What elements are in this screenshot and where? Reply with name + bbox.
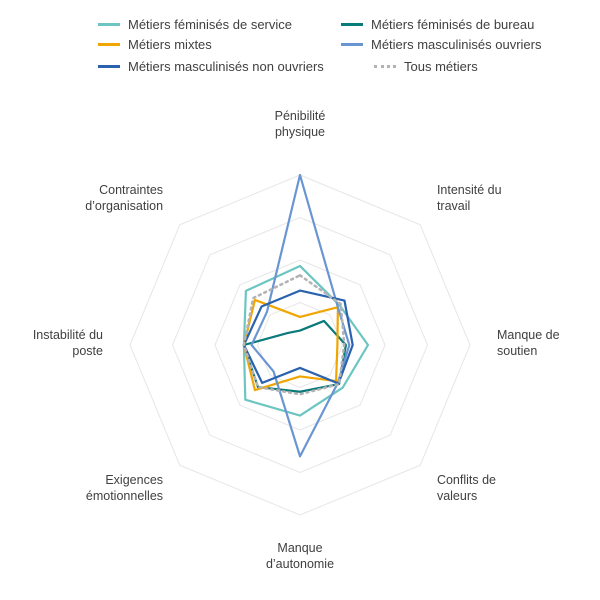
series-line-3 [242, 298, 339, 392]
legend-label: Métiers masculinisés non ouvriers [128, 58, 324, 74]
axis-label-1: Pénibilité physique [275, 109, 326, 139]
axis-labels: Pénibilité physique Intensité du travail Man… [33, 109, 560, 571]
legend-label: Métiers féminisés de bureau [371, 16, 535, 32]
axis-label-3: Manque de soutien [497, 328, 560, 358]
legend-swatch [98, 22, 120, 26]
grid-ring-1 [256, 301, 344, 389]
legend-swatch [374, 64, 396, 68]
series-line-1 [242, 264, 370, 417]
legend-label: Métiers masculinisés ouvriers [371, 36, 542, 52]
axis-label-7: Instabilité du poste [33, 328, 103, 358]
grid-ring-2 [214, 259, 386, 431]
radar-grid [129, 174, 471, 516]
radar-series [242, 173, 370, 458]
legend-swatch [341, 22, 363, 26]
axis-label-8: Contraintes d’organisation [85, 183, 163, 213]
grid-ring-3 [171, 216, 429, 474]
legend-label: Métiers féminisés de service [128, 16, 292, 32]
legend-swatch [341, 42, 363, 46]
legend-swatch [98, 42, 120, 46]
legend-item: Métiers féminisés de bureau [341, 14, 534, 34]
series-line-6 [242, 274, 346, 396]
axis-label-5: Manque d’autonomie [266, 541, 334, 571]
legend-item: Métiers mixtes [98, 34, 212, 54]
legend-item: Métiers féminisés de service [98, 14, 292, 34]
axis-label-2: Intensité du travail [437, 183, 502, 213]
grid-ring-4 [129, 174, 471, 516]
series-line-2 [242, 319, 347, 393]
legend-item: Tous métiers [374, 56, 478, 76]
legend-label: Tous métiers [404, 58, 478, 74]
legend-label: Métiers mixtes [128, 36, 212, 52]
chart-legend: Métiers féminisés de service Métiers fémi… [0, 0, 600, 100]
axis-label-6: Exigences émotionnelles [86, 473, 163, 503]
axis-label-4: Conflits de valeurs [437, 473, 496, 503]
legend-item: Métiers masculinisés ouvriers [341, 34, 542, 54]
legend-item: Métiers masculinisés non ouvriers [98, 56, 324, 76]
legend-swatch [98, 64, 120, 68]
series-line-5 [242, 289, 354, 385]
